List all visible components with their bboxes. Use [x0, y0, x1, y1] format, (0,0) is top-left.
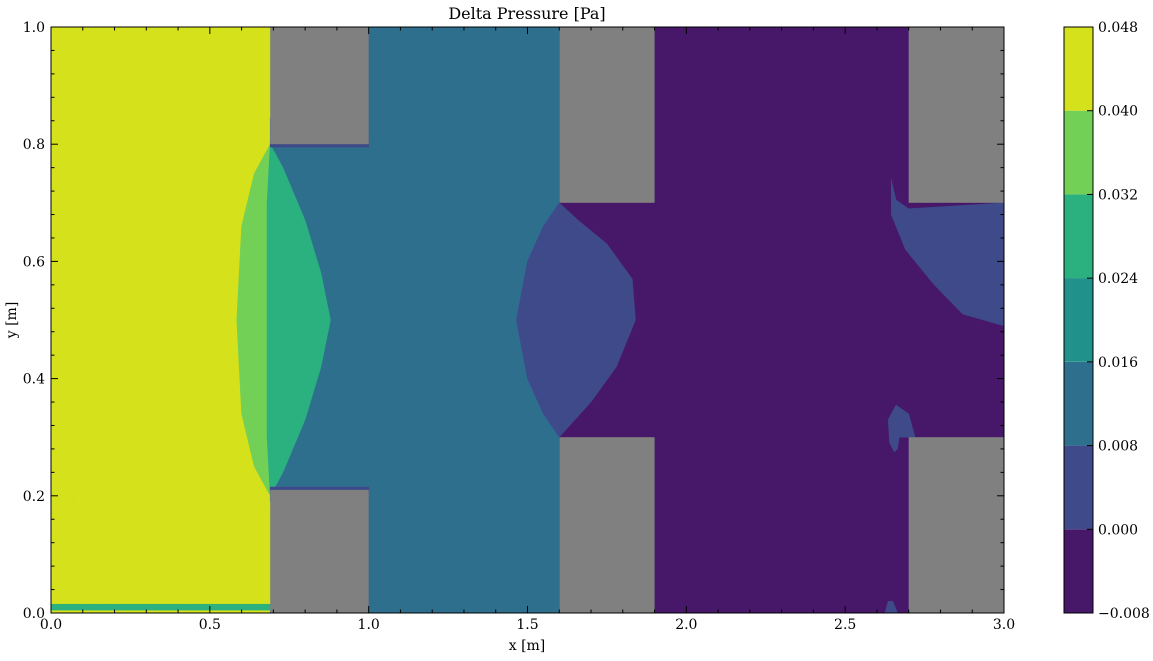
x-tick-label: 1.5 — [516, 617, 538, 633]
contour-region-6 — [516, 202, 636, 438]
obstacle-block-0 — [270, 27, 369, 145]
y-axis-label: y [m] — [4, 302, 20, 340]
x-tick-label: 2.5 — [834, 617, 856, 633]
colorbar-band-4 — [1064, 194, 1093, 279]
colorbar-band-2 — [1064, 361, 1093, 446]
colorbar-tick-label: 0.048 — [1098, 20, 1138, 36]
y-tick-label: 0.6 — [23, 254, 45, 270]
y-tick-label: 0.0 — [23, 606, 45, 622]
contour-region-5 — [266, 143, 331, 497]
contour-region-13 — [72, 495, 82, 520]
y-tick-label: 0.4 — [23, 372, 45, 388]
contour-region-0 — [51, 27, 271, 613]
contour-region-8 — [887, 404, 916, 453]
colorbar-frame — [1063, 26, 1094, 614]
chart-title: Delta Pressure [Pa] — [448, 4, 605, 23]
x-tick-label: 0.5 — [199, 617, 221, 633]
colorbar: −0.008 0.000 0.008 0.016 0.024 0.032 0.040 0.04… — [1063, 20, 1150, 622]
obstacle-block-3 — [559, 437, 655, 613]
colorbar-tick-label: −0.008 — [1098, 606, 1150, 622]
contour-region-12 — [51, 501, 60, 555]
y-tick-label: 1.0 — [23, 20, 45, 36]
obstacle-block-2 — [559, 27, 655, 203]
obstacle-block-5 — [908, 437, 1004, 613]
x-tick-label: 0.0 — [40, 617, 62, 633]
x-tick-label: 3.0 — [993, 617, 1015, 633]
obstacle-block-1 — [270, 489, 369, 613]
colorbar-band-0 — [1064, 529, 1093, 613]
contour-region-16 — [51, 603, 271, 611]
x-axis-label: x [m] — [509, 638, 546, 654]
colorbar-tick-label: 0.024 — [1098, 271, 1138, 287]
colorbar-band-6 — [1064, 27, 1093, 111]
colorbar-tick-label: 0.032 — [1098, 187, 1138, 203]
x-tick-label: 1.0 — [358, 617, 380, 633]
y-tick-label: 0.2 — [23, 489, 45, 505]
colorbar-tick-label: 0.000 — [1098, 522, 1138, 538]
contour-region-7 — [890, 179, 1004, 327]
colorbar-band-3 — [1064, 278, 1093, 362]
colorbar-tick-label: 0.008 — [1098, 439, 1138, 455]
colorbar-band-1 — [1064, 445, 1093, 530]
y-tick-label: 0.8 — [23, 137, 45, 153]
contour-region-10 — [201, 27, 271, 119]
obstacle-block-4 — [908, 27, 1004, 203]
colorbar-tick-label: 0.040 — [1098, 104, 1138, 120]
x-tick-label: 2.0 — [675, 617, 697, 633]
colorbar-band-5 — [1064, 110, 1093, 195]
contour-region-9 — [884, 601, 898, 613]
colorbar-tick-label: 0.016 — [1098, 355, 1138, 371]
plot-area: 0.0 0.5 1.0 1.5 2.0 2.5 3.0 0.0 0.2 0.4 0.6 0.8 1.0 — [23, 20, 1015, 633]
